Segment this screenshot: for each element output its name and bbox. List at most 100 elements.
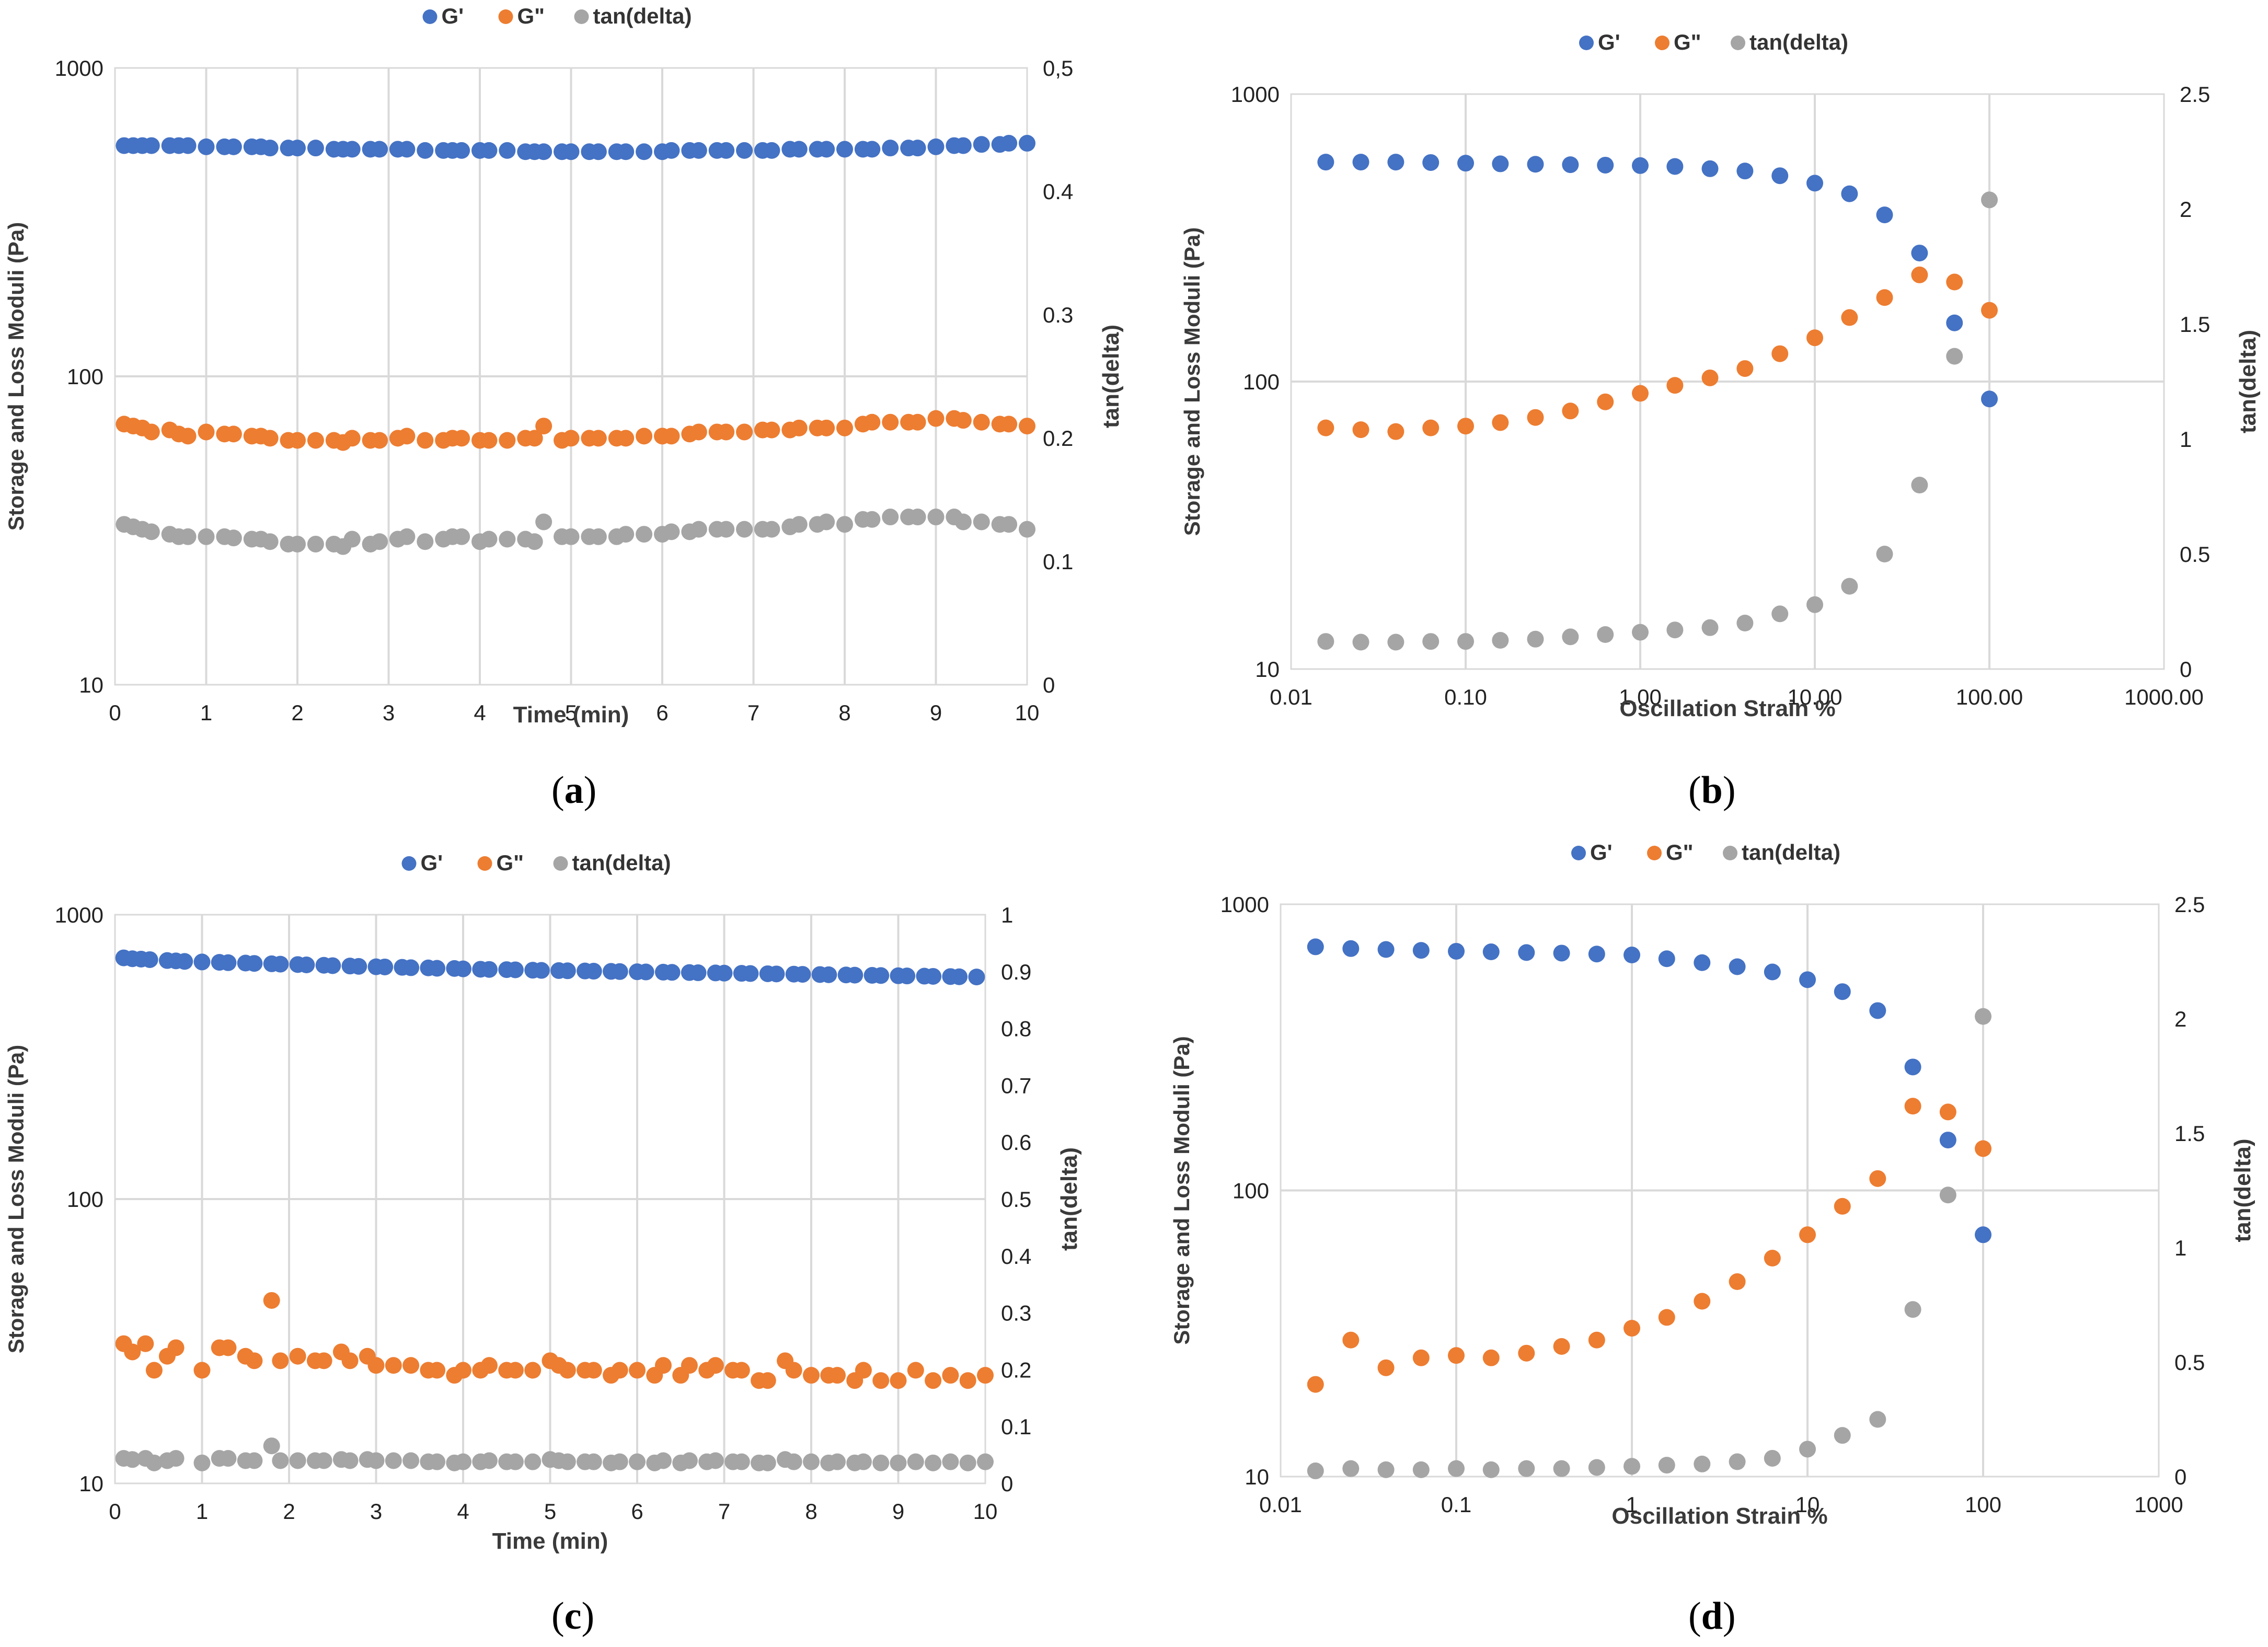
chart-d-g-prime-point <box>1729 958 1746 975</box>
chart-c-g-prime-point <box>585 963 602 980</box>
chart-a-g-prime-point <box>690 142 707 159</box>
caption-d: (d) <box>1688 1595 1736 1638</box>
chart-a-g-prime-point <box>973 136 990 153</box>
chart-c-x-tick-label: 3 <box>370 1499 382 1524</box>
chart-c-y2-tick-label: 0.3 <box>1001 1301 1031 1326</box>
chart-b-g-double-prime-point <box>1527 409 1544 426</box>
chart-c-g-prime-point <box>968 969 985 986</box>
chart-a-g-prime-point <box>663 142 680 159</box>
chart-b-tan-delta-point <box>1317 633 1334 650</box>
chart-a-g-double-prime-point <box>143 423 160 441</box>
chart-a-tan-delta-point <box>836 516 853 533</box>
chart-a-g-prime-point <box>179 137 197 154</box>
chart-a-g-prime-point <box>417 142 434 159</box>
chart-d-g-double-prime-point <box>1377 1359 1395 1376</box>
caption-c: (c) <box>551 1595 595 1638</box>
chart-c-g-double-prime-point <box>167 1339 185 1356</box>
chart-b-g-prime-point <box>1736 163 1754 180</box>
chart-c-x-tick-label: 9 <box>892 1499 904 1524</box>
chart-c-tan-delta-point <box>220 1450 237 1467</box>
chart-c-g-double-prime-point <box>480 1357 498 1374</box>
chart-d-tan-delta-point <box>1553 1460 1570 1477</box>
chart-a-g-double-prime-point <box>882 413 899 431</box>
chart-c-g-prime-point <box>429 960 446 977</box>
chart-a-g-prime-point <box>590 143 607 160</box>
chart-d-g-double-prime-point <box>1939 1103 1956 1121</box>
chart-a-tan-delta-point <box>954 513 972 531</box>
chart-a-tan-delta-point <box>927 509 945 526</box>
chart-c-tan-delta-point <box>272 1452 289 1469</box>
chart-a-g-prime-point <box>343 141 361 158</box>
chart-c-x-tick-label: 1 <box>196 1499 208 1524</box>
chart-c-g-double-prime-point <box>942 1367 959 1384</box>
chart-d-legend-marker-g-prime <box>1571 846 1586 860</box>
chart-a-g-double-prime-point <box>1000 416 1018 433</box>
chart-d-y-tick-label: 100 <box>1233 1179 1269 1203</box>
chart-a-tan-delta-point <box>1019 521 1035 538</box>
chart-c-x-tick-label: 7 <box>718 1499 730 1524</box>
chart-a-g-prime-point <box>882 140 899 157</box>
chart-b-legend-label-g-double-prime: G" <box>1674 30 1701 54</box>
chart-c-g-double-prime-point <box>733 1362 750 1379</box>
chart-b-g-prime-point <box>1422 154 1440 171</box>
chart-c-g-double-prime-point <box>385 1357 402 1374</box>
chart-c-g-prime-point <box>506 961 524 978</box>
chart-a-g-prime-point <box>718 142 735 159</box>
chart-b-g-double-prime-point <box>1911 266 1928 283</box>
chart-a-tan-delta-point <box>636 526 653 543</box>
chart-b-tan-delta-point <box>1841 578 1858 595</box>
chart-d-tan-delta-point <box>1377 1461 1395 1478</box>
chart-d-g-double-prime-point <box>1448 1347 1465 1364</box>
chart-b-g-double-prime-point <box>1632 385 1649 402</box>
chart-c-tan-delta-point <box>907 1453 924 1470</box>
chart-b-tan-delta-point <box>1701 619 1719 636</box>
chart-b-g-double-prime-point <box>1492 414 1509 431</box>
chart-c-g-double-prime-point <box>220 1339 237 1356</box>
chart-b-y2-tick-label: 1.5 <box>2180 312 2210 337</box>
chart-c-legend-label-g-double-prime: G" <box>497 850 524 875</box>
chart-b-y2-tick-label: 1 <box>2180 427 2192 452</box>
chart-a-tan-delta-point <box>909 509 926 526</box>
chart-a-x-tick-label: 10 <box>1015 700 1040 725</box>
chart-d-g-prime-point <box>1904 1058 1921 1076</box>
chart-d-tan-delta-point <box>1694 1455 1711 1472</box>
chart-c-x-tick-label: 2 <box>283 1499 295 1524</box>
chart-c-x-tick-label: 5 <box>544 1499 556 1524</box>
chart-c-tan-delta-point <box>890 1454 907 1471</box>
chart-c-g-prime-point <box>533 962 550 979</box>
chart-c-g-double-prime-point <box>367 1357 385 1374</box>
chart-d-g-prime-point <box>1799 971 1816 988</box>
chart-a-y-tick-label: 10 <box>79 673 103 697</box>
chart-b-g-double-prime-point <box>1701 369 1719 386</box>
chart-d-tan-delta-point <box>1904 1301 1921 1318</box>
chart-a-g-prime-point <box>289 140 306 157</box>
chart-d-y2-tick-label: 1 <box>2174 1236 2186 1260</box>
chart-d-tan-delta-point <box>1412 1461 1430 1478</box>
chart-d-x-axis-title: Oscillation Strain % <box>1611 1503 1827 1529</box>
chart-d-y-axis-title: Storage and Loss Moduli (Pa) <box>1169 1036 1194 1344</box>
chart-c-x-tick-label: 6 <box>631 1499 643 1524</box>
chart-d-g-double-prime-point <box>1553 1338 1570 1355</box>
chart-a-y-tick-label: 100 <box>67 364 103 389</box>
chart-d-tan-delta-point <box>1975 1008 1991 1025</box>
chart-a-g-double-prime-point <box>954 412 972 429</box>
chart-c-g-double-prime-point <box>263 1292 280 1309</box>
chart-c-tan-delta-point <box>455 1453 471 1470</box>
chart-d-g-prime-point <box>1518 944 1535 961</box>
chart-a-g-double-prime-point <box>562 430 580 447</box>
chart-c-g-prime-point <box>794 966 811 983</box>
chart-c-g-double-prime-point <box>341 1352 359 1369</box>
chart-c-g-double-prime-point <box>585 1362 602 1379</box>
chart-b-x-tick-label: 0.01 <box>1270 685 1313 709</box>
chart-a-g-prime-point <box>790 141 808 158</box>
chart-a-tan-delta-point <box>143 523 160 540</box>
chart-a-g-double-prime-point <box>179 428 197 445</box>
chart-a-tan-delta-point <box>882 509 899 526</box>
chart-d-g-double-prime-point <box>1342 1331 1360 1349</box>
chart-c-g-double-prime-point <box>977 1367 994 1384</box>
chart-c-g-double-prime-point <box>402 1357 420 1374</box>
chart-d-g-double-prime-point <box>1729 1273 1746 1291</box>
chart-b-g-prime-point <box>1562 156 1579 174</box>
chart-d-x-tick-label: 1 <box>1626 1492 1638 1517</box>
chart-b-y2-axis-title: tan(delta) <box>2235 330 2261 433</box>
